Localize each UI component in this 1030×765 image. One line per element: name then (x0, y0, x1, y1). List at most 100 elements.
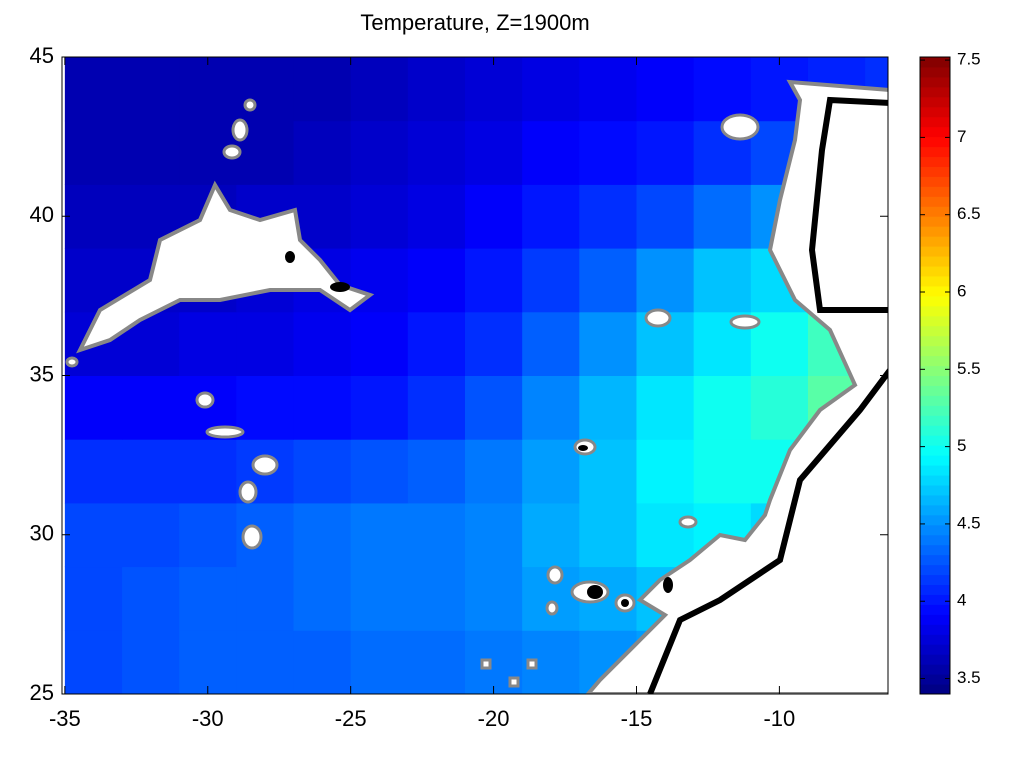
colorbar-segment (920, 186, 950, 197)
heatmap-cell (350, 502, 409, 568)
colorbar-segment (920, 544, 950, 556)
colorbar-segment (920, 176, 950, 187)
heatmap-cell (179, 439, 237, 504)
heatmap-cell (579, 375, 637, 440)
heatmap-cell (464, 184, 523, 249)
y-tick-label: 30 (30, 521, 54, 546)
colorbar-segment (920, 504, 950, 516)
heatmap-cell (464, 502, 523, 568)
colorbar-segment (920, 395, 950, 406)
heatmap-cell (236, 311, 295, 376)
colorbar-segment (920, 425, 950, 436)
heatmap-cell (579, 120, 637, 185)
heatmap-cell (350, 57, 409, 122)
colorbar-segment (920, 116, 950, 128)
colorbar-segment (920, 355, 950, 367)
heatmap-cell (636, 57, 695, 122)
heatmap-cell (407, 120, 466, 185)
colorbar-segment (920, 514, 950, 526)
heatmap-cell (464, 311, 523, 376)
colorbar-segment (920, 76, 950, 88)
colorbar-segment (920, 435, 950, 446)
colorbar-segment (920, 654, 950, 665)
heatmap-cell (693, 184, 752, 249)
x-tick-label: -20 (478, 706, 510, 731)
colorbar-segment (920, 524, 950, 536)
heatmap-cell (693, 439, 752, 504)
heatmap-cell (122, 57, 180, 122)
colorbar-segment (920, 96, 950, 108)
colorbar-segment (920, 146, 950, 158)
heatmap-cell (407, 375, 466, 440)
heatmap-cell (64, 120, 123, 185)
heatmap-cell (350, 630, 409, 694)
heatmap-cell (579, 502, 637, 568)
heatmap-cell (407, 439, 466, 504)
heatmap-cell (407, 184, 466, 249)
heatmap-cell (350, 375, 409, 440)
heatmap-cell (522, 439, 580, 504)
heatmap-cell (464, 439, 523, 504)
heatmap-cell (636, 375, 695, 440)
heatmap-cell (636, 248, 695, 313)
colorbar-segment (920, 584, 950, 595)
colorbar-segment (920, 126, 950, 138)
colorbar-segment (920, 206, 950, 217)
heatmap-cell (636, 439, 695, 504)
heatmap-cell (407, 566, 466, 631)
x-tick-label: -15 (621, 706, 653, 731)
x-tick-label: -10 (763, 706, 795, 731)
colorbar-segment (920, 57, 950, 68)
heatmap-cell (64, 630, 123, 694)
colorbar-tick-label: 7 (957, 127, 966, 146)
colorbar-segment (920, 415, 950, 426)
colorbar-segment (920, 624, 950, 635)
colorbar-segment (920, 634, 950, 645)
colorbar-segment (920, 604, 950, 615)
heatmap-cell (579, 311, 637, 376)
colorbar-segment (920, 256, 950, 267)
heatmap-cell (464, 57, 523, 122)
heatmap-cell (293, 439, 352, 504)
heatmap-cell (64, 566, 123, 631)
colorbar-segment (920, 216, 950, 227)
heatmap-cell (407, 502, 466, 568)
colorbar-tick-label: 4.5 (957, 513, 981, 532)
colorbar-segment (920, 166, 950, 177)
heatmap-cell (522, 502, 580, 568)
land (65, 79, 888, 694)
azores-plateau (76, 180, 375, 354)
heatmap-cell (122, 502, 180, 568)
colorbar-segment (920, 156, 950, 167)
y-tick-label: 45 (30, 43, 54, 68)
colorbar-segment (920, 484, 950, 496)
heatmap-cell (522, 120, 580, 185)
heatmap-cell (350, 311, 409, 376)
colorbar-segment (920, 236, 950, 247)
colorbar-segment (920, 266, 950, 277)
heatmap-cell (293, 375, 352, 440)
heatmap-cell (522, 248, 580, 313)
heatmap-cell (407, 57, 466, 122)
heatmap-cell (693, 375, 752, 440)
heatmap-cell (350, 184, 409, 249)
heatmap-cell (236, 375, 295, 440)
colorbar-segment (920, 644, 950, 655)
colorbar-segment (920, 385, 950, 396)
colorbar-segment (920, 106, 950, 118)
heatmap-cell (522, 375, 580, 440)
axes: -35 -30 -25 -20 -15 -10 25 30 35 40 45 (30, 43, 889, 731)
colorbar-segment (920, 295, 950, 307)
heatmap-cell (407, 630, 466, 694)
colorbar-tick-label: 5.5 (957, 359, 981, 378)
colorbar-segment (920, 554, 950, 566)
colorbar-segment (920, 455, 950, 466)
x-tick-label: -35 (49, 706, 81, 731)
y-tick-label: 35 (30, 361, 54, 386)
heatmap-cell (293, 120, 352, 185)
colorbar-tick-label: 5 (957, 436, 966, 455)
colorbar-tick-label: 6.5 (957, 204, 981, 223)
colorbar-segment (920, 475, 950, 486)
heatmap-cell (64, 57, 123, 122)
heatmap-cell (350, 566, 409, 631)
